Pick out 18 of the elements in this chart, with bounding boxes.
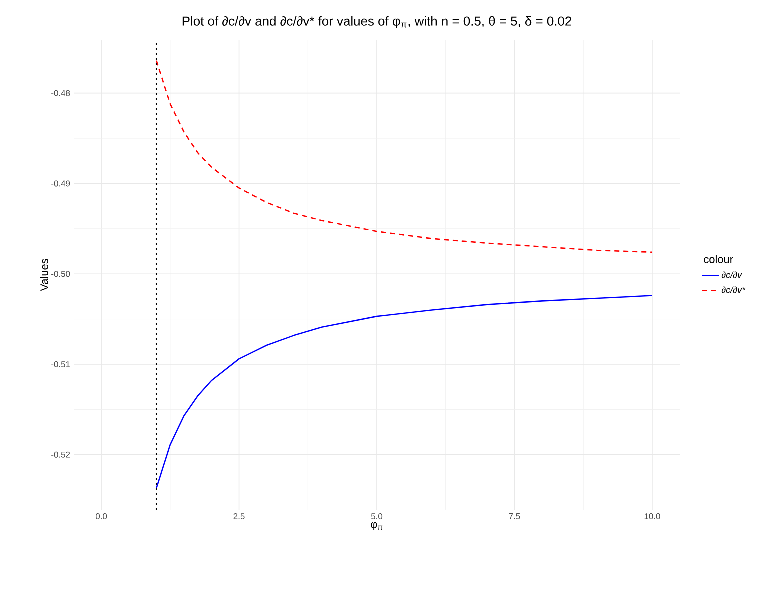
- legend-label: ∂c/∂v*: [722, 286, 746, 294]
- x-tick-label: 7.5: [509, 514, 520, 520]
- y-tick-label: -0.49: [52, 180, 70, 187]
- chart-title: Plot of ∂c/∂v and ∂c/∂v* for values of φ$_{π}$, with n = 0.5, θ = 5, δ = 0.02: [182, 16, 572, 28]
- x-tick-label: 0.0: [96, 514, 108, 520]
- y-tick-label: -0.50: [52, 271, 70, 278]
- y-tick-label: -0.52: [52, 452, 70, 458]
- legend-title: colour: [704, 255, 734, 264]
- y-tick-label: -0.51: [52, 361, 70, 368]
- line-series: [156, 60, 654, 254]
- y-axis-title: Values: [40, 259, 48, 292]
- x-axis-title: φ$_{π}$: [371, 522, 383, 531]
- line-series: [156, 295, 654, 489]
- x-tick-label: 2.5: [234, 514, 245, 520]
- legend-label: ∂c/∂v: [722, 272, 742, 278]
- y-tick-label: -0.48: [52, 90, 70, 96]
- x-tick-label: 10.0: [644, 514, 660, 520]
- x-tick-label: 5.0: [371, 514, 383, 520]
